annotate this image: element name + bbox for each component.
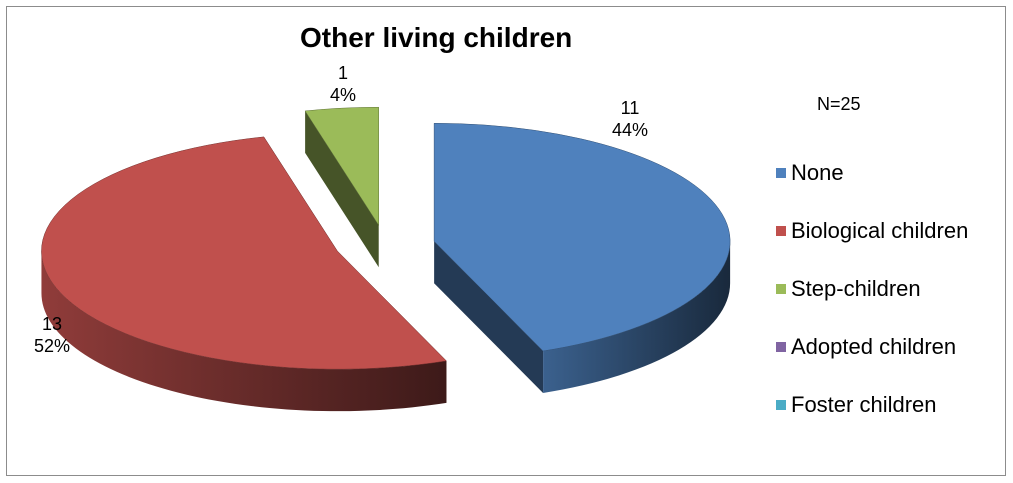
slice-side-face (305, 110, 379, 268)
slice-top-face (304, 106, 379, 227)
legend-item: None (776, 144, 968, 202)
slice-top-face (41, 136, 447, 370)
slice-step (304, 106, 379, 268)
legend-swatch (776, 284, 786, 294)
legend-item: Foster children (776, 376, 968, 434)
slice-top-face (433, 123, 731, 352)
sample-size-annotation: N=25 (817, 94, 861, 114)
legend-item: Step-children (776, 260, 968, 318)
legend-item: Adopted children (776, 318, 968, 376)
data-label-none: 11 44% (612, 98, 649, 140)
slice-outer-wall (41, 251, 447, 412)
legend-swatch (776, 168, 786, 178)
legend-swatch (776, 226, 786, 236)
slice-side-face (434, 241, 544, 393)
legend-swatch (776, 342, 786, 352)
slice-outer-wall (543, 241, 731, 393)
legend-swatch (776, 400, 786, 410)
slice-biological (41, 136, 447, 412)
legend-item: Biological children (776, 202, 968, 260)
chart-frame (6, 6, 1006, 476)
data-label-biological: 13 52% (34, 314, 71, 356)
chart-title: Other living children (300, 22, 573, 53)
data-label-step: 1 4% (330, 63, 357, 105)
legend: None Biological children Step-children A… (776, 144, 968, 434)
slice-none (433, 123, 731, 393)
